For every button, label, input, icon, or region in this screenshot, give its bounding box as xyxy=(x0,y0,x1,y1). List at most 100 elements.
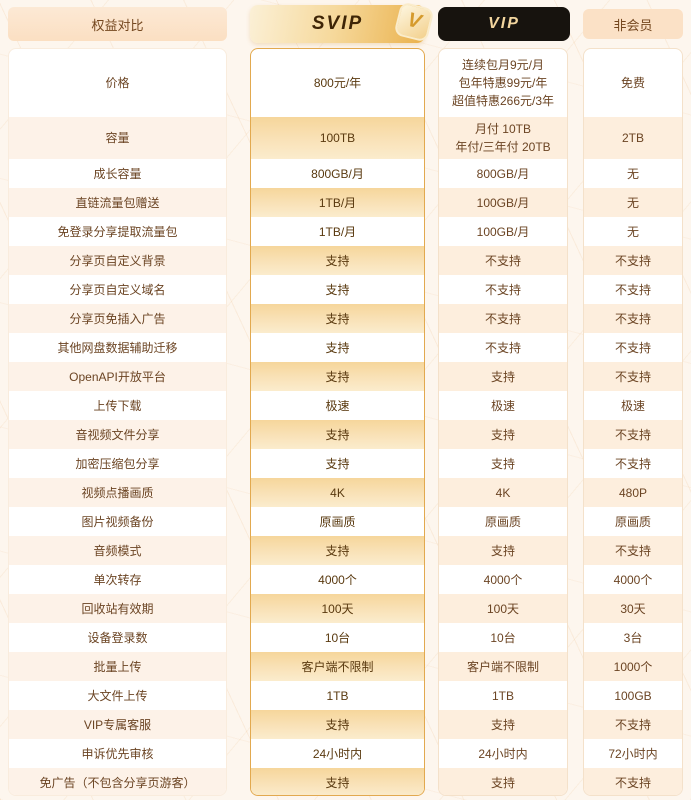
free-cell: 免费 xyxy=(620,76,645,90)
vip-cell: 支持 xyxy=(490,456,515,471)
free-cell: 3台 xyxy=(623,630,643,645)
vip-cell: 支持 xyxy=(439,768,567,795)
vip-cell: 不支持 xyxy=(484,340,521,355)
svip-header[interactable]: SVIP V xyxy=(250,1,435,43)
vip-cell: 支持 xyxy=(439,362,567,391)
svip-cell: 1TB xyxy=(326,688,349,703)
row-label: 单次转存 xyxy=(93,572,142,587)
row-label: 图片视频备份 xyxy=(81,514,154,529)
compare-header: 权益对比 xyxy=(8,7,227,41)
svip-cell: 800元/年 xyxy=(313,76,362,90)
free-cell: 30天 xyxy=(584,594,682,623)
vip-cell: 月付 10TB 年付/三年付 20TB xyxy=(439,117,567,159)
svip-cell: 极速 xyxy=(325,398,350,413)
svip-cell: 10台 xyxy=(324,630,351,645)
vip-cell: 100GB/月 xyxy=(439,188,567,217)
row-label: 音频模式 xyxy=(9,536,226,565)
svip-cell: 支持 xyxy=(251,246,424,275)
row-label: 上传下载 xyxy=(93,398,142,413)
svip-cell: 支持 xyxy=(251,420,424,449)
free-cell: 4000个 xyxy=(613,572,653,587)
vip-cell: 不支持 xyxy=(484,282,521,297)
svip-cell: 100天 xyxy=(251,594,424,623)
vip-cell: 4000个 xyxy=(483,572,523,587)
labels-column: 价格容量成长容量直链流量包赠送免登录分享提取流量包分享页自定义背景分享页自定义域… xyxy=(8,48,227,796)
free-cell: 不支持 xyxy=(584,362,682,391)
free-cell: 2TB xyxy=(584,117,682,159)
free-cell: 原画质 xyxy=(614,514,651,529)
vip-cell: 4K xyxy=(439,478,567,507)
vip-cell: 连续包月9元/月 包年特惠99元/年 超值特惠266元/3年 xyxy=(451,58,555,108)
svip-cell: 支持 xyxy=(251,362,424,391)
vip-cell: 支持 xyxy=(439,710,567,739)
row-label: 加密压缩包分享 xyxy=(75,456,160,471)
svip-cell: 24小时内 xyxy=(312,746,363,761)
svip-cell: 原画质 xyxy=(319,514,356,529)
svip-header-label: SVIP xyxy=(311,13,364,34)
free-cell: 不支持 xyxy=(584,536,682,565)
vip-cell: 100天 xyxy=(439,594,567,623)
svip-cell: 100TB xyxy=(251,117,424,159)
vip-cell: 800GB/月 xyxy=(476,166,530,181)
free-cell: 无 xyxy=(584,188,682,217)
free-cell: 不支持 xyxy=(584,420,682,449)
free-cell: 极速 xyxy=(620,398,645,413)
svip-cell: 1TB/月 xyxy=(318,224,357,239)
row-label: 其他网盘数据辅助迁移 xyxy=(57,340,178,355)
free-cell: 480P xyxy=(584,478,682,507)
row-label: OpenAPI开放平台 xyxy=(9,362,226,391)
vip-cell: 24小时内 xyxy=(478,746,528,761)
free-cell: 不支持 xyxy=(584,768,682,795)
svip-cell: 支持 xyxy=(251,710,424,739)
free-cell: 不支持 xyxy=(584,710,682,739)
svip-column: 800元/年 100TB 800GB/月 1TB/月 1TB/月 支持 支持 支持 支持 支持 极速… xyxy=(250,48,425,796)
svip-cell: 支持 xyxy=(325,340,350,355)
svip-cell: 支持 xyxy=(325,456,350,471)
svip-cell: 支持 xyxy=(251,768,424,795)
row-label: 分享页免插入广告 xyxy=(9,304,226,333)
free-cell: 不支持 xyxy=(584,304,682,333)
row-label: 免登录分享提取流量包 xyxy=(57,224,178,239)
svip-cell: 支持 xyxy=(251,304,424,333)
row-label: 分享页自定义域名 xyxy=(69,282,166,297)
row-label: 申诉优先审核 xyxy=(81,746,154,761)
vip-cell: 1TB xyxy=(491,688,514,703)
vip-header[interactable]: VIP xyxy=(438,7,570,41)
row-label: 免广告（不包含分享页游客） xyxy=(9,768,226,795)
free-cell: 无 xyxy=(626,166,639,181)
row-label: 音视频文件分享 xyxy=(9,420,226,449)
row-label: 直链流量包赠送 xyxy=(9,188,226,217)
svip-cell: 客户端不限制 xyxy=(251,652,424,681)
row-label: 分享页自定义背景 xyxy=(9,246,226,275)
row-label: 容量 xyxy=(9,117,226,159)
svip-cell: 4000个 xyxy=(318,572,357,587)
row-label: 回收站有效期 xyxy=(9,594,226,623)
free-column: 免费 2TB 无无无不支持 不支持 不支持 不支持 不支持 极速 不支持 不支持 480P 原画质 不支… xyxy=(583,48,683,796)
vip-cell: 100GB/月 xyxy=(476,224,530,239)
free-cell: 不支持 xyxy=(614,282,651,297)
row-label: 大文件上传 xyxy=(87,688,148,703)
free-cell: 100GB xyxy=(614,688,652,703)
svip-cell: 4K xyxy=(251,478,424,507)
free-cell: 不支持 xyxy=(614,456,651,471)
row-label: 设备登录数 xyxy=(87,630,148,645)
free-cell: 不支持 xyxy=(614,340,651,355)
svip-cell: 支持 xyxy=(251,536,424,565)
vip-cell: 原画质 xyxy=(484,514,521,529)
vip-cell: 不支持 xyxy=(439,304,567,333)
row-label: 价格 xyxy=(105,76,130,90)
free-cell: 无 xyxy=(626,224,639,239)
vip-cell: 支持 xyxy=(439,420,567,449)
row-label: 批量上传 xyxy=(9,652,226,681)
svip-cell: 支持 xyxy=(325,282,350,297)
svip-cell: 1TB/月 xyxy=(251,188,424,217)
row-label: 成长容量 xyxy=(93,166,142,181)
free-header[interactable]: 非会员 xyxy=(583,9,683,39)
v-glyph: V xyxy=(405,8,424,33)
vip-column: 连续包月9元/月 包年特惠99元/年 超值特惠266元/3年月付 10TB 年付… xyxy=(438,48,568,796)
vip-cell: 支持 xyxy=(439,536,567,565)
vip-cell: 极速 xyxy=(490,398,515,413)
free-cell: 72小时内 xyxy=(608,746,658,761)
row-label: VIP专属客服 xyxy=(9,710,226,739)
